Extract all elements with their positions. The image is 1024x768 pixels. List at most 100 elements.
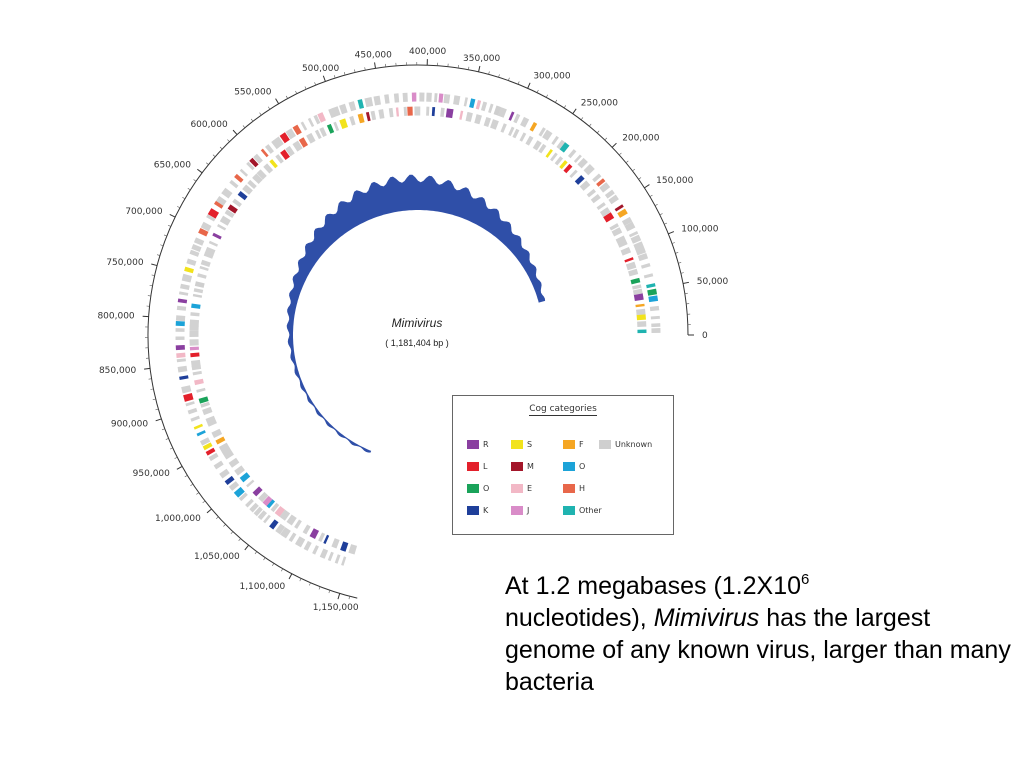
gene-block: [624, 221, 636, 232]
gene-block: [520, 116, 530, 128]
gene-block: [617, 208, 628, 218]
gene-block: [207, 420, 217, 427]
legend-item: R: [467, 440, 489, 449]
gene-block: [628, 230, 639, 238]
legend-item: O: [467, 484, 489, 493]
gene-block: [620, 247, 632, 256]
legend-item: F: [563, 440, 584, 449]
scale-tick: [527, 82, 531, 89]
gene-block: [574, 175, 585, 185]
scale-minor-tick: [632, 168, 635, 172]
scale-minor-tick: [604, 137, 608, 141]
scale-minor-tick: [659, 213, 663, 216]
legend-label: S: [527, 440, 533, 449]
gene-block: [202, 406, 213, 416]
scale-minor-tick: [193, 179, 197, 182]
caption-part2: nucleotides),: [505, 604, 654, 632]
scale-minor-tick: [223, 524, 226, 527]
gene-block: [271, 140, 280, 150]
gene-block: [384, 94, 390, 104]
gene-block: [648, 295, 659, 303]
gene-block: [258, 491, 269, 503]
scale-minor-tick: [671, 242, 675, 244]
gene-block: [493, 105, 502, 116]
gene-block: [624, 257, 634, 263]
scale-minor-tick: [272, 563, 275, 567]
gene-block: [245, 498, 254, 508]
gene-block: [370, 110, 377, 121]
gene-block: [512, 128, 520, 139]
gene-block: [198, 227, 209, 237]
gene-block: [599, 182, 611, 193]
scale-minor-tick: [580, 117, 584, 121]
gene-block: [239, 168, 249, 177]
gene-block: [373, 95, 382, 106]
scale-minor-tick: [664, 222, 668, 225]
gene-block: [318, 532, 326, 543]
gene-block: [586, 188, 596, 198]
caption-italic: Mimivirus: [653, 604, 760, 632]
gene-block: [263, 163, 274, 174]
gene-block: [228, 457, 240, 468]
gene-block: [238, 492, 248, 502]
legend-label: L: [483, 462, 488, 471]
scale-ticks: [142, 59, 694, 600]
gene-block: [519, 132, 527, 142]
scale-minor-tick: [299, 578, 302, 582]
scale-minor-tick: [190, 483, 194, 487]
gene-block: [577, 157, 588, 169]
gene-block: [559, 160, 568, 170]
gene-block: [203, 252, 214, 259]
gene-block: [488, 103, 494, 114]
gene-block: [327, 551, 334, 562]
gene-block: [218, 442, 230, 453]
gene-block: [215, 196, 227, 207]
gene-block: [234, 465, 245, 476]
scale-minor-tick: [215, 516, 219, 520]
gene-block: [465, 111, 473, 122]
gene-block: [264, 144, 274, 154]
gene-block: [253, 153, 263, 164]
gene-block: [178, 291, 189, 296]
scale-minor-tick: [563, 105, 567, 109]
gene-block: [200, 221, 212, 232]
scale-minor-tick: [161, 428, 165, 431]
legend-swatch: [511, 484, 523, 493]
gene-block: [314, 129, 322, 140]
gene-block: [554, 156, 564, 166]
caption: At 1.2 megabases (1.2X106 nucleotides), …: [505, 570, 1015, 698]
scale-tick: [155, 418, 162, 422]
gene-block: [331, 106, 341, 117]
gene-block: [199, 437, 211, 446]
scale-minor-tick: [174, 456, 178, 459]
scale-minor-tick: [678, 262, 682, 264]
gene-block: [611, 227, 623, 237]
gene-block: [545, 149, 553, 158]
gene-block: [445, 108, 454, 119]
scale-label: 1,150,000: [313, 603, 359, 613]
scale-minor-tick: [182, 196, 186, 199]
gene-block: [190, 415, 200, 422]
gene-block: [181, 273, 193, 283]
gene-block: [205, 447, 216, 456]
gene-block: [196, 387, 206, 393]
gene-block: [483, 116, 492, 128]
scale-label: 650,000: [154, 160, 191, 170]
scale-minor-tick: [285, 95, 288, 99]
scale-minor-tick: [196, 492, 199, 495]
gene-block: [599, 207, 611, 218]
gene-block: [480, 101, 488, 112]
gene-block: [285, 145, 295, 157]
gene-block: [219, 215, 231, 226]
gene-block: [319, 127, 327, 138]
gene-block: [551, 135, 559, 145]
gene-block: [242, 184, 253, 195]
gene-block: [227, 204, 238, 214]
gene-block: [275, 523, 286, 535]
legend-label: J: [527, 506, 530, 515]
gene-block: [328, 108, 336, 119]
gene-block: [497, 107, 507, 118]
gene-block: [294, 519, 302, 529]
gene-block: [194, 281, 205, 288]
cog-legend: Cog categories R S F Unknown L M O O E H K J Other: [452, 395, 674, 535]
